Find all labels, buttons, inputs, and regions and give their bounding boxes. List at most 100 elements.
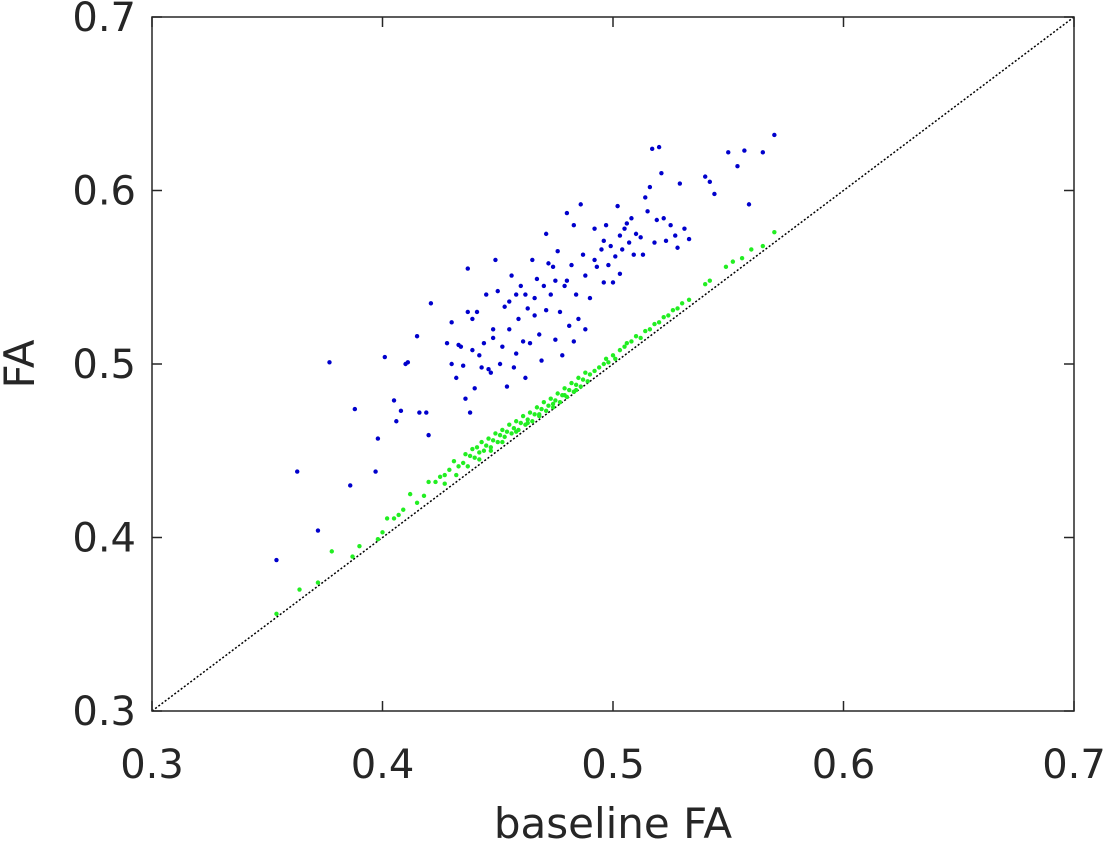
- data-point: [421, 493, 427, 499]
- data-point: [467, 410, 473, 415]
- data-point: [500, 439, 505, 445]
- y-tick-label: 0.7: [72, 0, 136, 41]
- data-point: [640, 252, 646, 257]
- data-point: [562, 386, 567, 391]
- data-point: [726, 150, 731, 155]
- data-point: [444, 340, 450, 346]
- data-point: [447, 467, 452, 473]
- data-point: [610, 280, 616, 285]
- data-point: [553, 337, 558, 342]
- data-point: [488, 448, 494, 453]
- data-point: [532, 313, 537, 318]
- data-point: [373, 469, 378, 474]
- data-point: [583, 370, 588, 375]
- data-point: [472, 386, 477, 391]
- data-point: [557, 309, 563, 315]
- data-point: [647, 184, 653, 190]
- data-point: [541, 399, 547, 405]
- data-point: [638, 235, 643, 240]
- data-point: [493, 257, 498, 263]
- data-point: [675, 306, 680, 311]
- data-point: [772, 132, 777, 138]
- data-point: [564, 210, 570, 216]
- data-point: [707, 278, 713, 283]
- data-point: [608, 243, 613, 249]
- data-point: [495, 288, 500, 294]
- data-point: [735, 164, 740, 169]
- data-point: [610, 353, 616, 358]
- data-point: [486, 436, 491, 441]
- data-point: [633, 334, 639, 339]
- axis-ticks: [151, 16, 1075, 712]
- data-point: [479, 439, 484, 445]
- data-point: [525, 417, 530, 422]
- data-point: [380, 530, 385, 535]
- data-point: [553, 398, 558, 403]
- data-point: [433, 479, 438, 485]
- data-point: [465, 266, 470, 271]
- data-point: [661, 216, 666, 221]
- x-tick-label: 0.3: [120, 742, 184, 788]
- data-point: [467, 453, 473, 459]
- data-point: [583, 273, 588, 278]
- data-point: [495, 439, 500, 445]
- data-point: [507, 299, 512, 304]
- data-point: [583, 327, 588, 332]
- data-point: [274, 557, 279, 563]
- data-point: [437, 474, 443, 479]
- x-tick-label: 0.6: [812, 742, 876, 788]
- data-point: [643, 195, 648, 200]
- data-points: [274, 132, 777, 617]
- data-point: [703, 174, 708, 179]
- data-point: [578, 384, 583, 389]
- data-point: [569, 380, 574, 386]
- data-point: [460, 460, 466, 466]
- data-point: [723, 264, 729, 270]
- data-point: [622, 226, 627, 231]
- tick-labels: 0.3 0.4 0.5 0.6 0.7 0.3 0.4 0.5 0.6 0.7: [72, 0, 1105, 788]
- data-point: [543, 408, 549, 414]
- data-point: [513, 429, 519, 434]
- data-point: [490, 327, 496, 332]
- data-point: [297, 587, 302, 592]
- data-point: [649, 146, 655, 152]
- data-point: [560, 353, 565, 358]
- data-point: [675, 245, 680, 250]
- data-point: [645, 209, 650, 214]
- data-point: [513, 292, 519, 297]
- data-point: [573, 292, 579, 297]
- data-point: [518, 283, 523, 289]
- data-point: [562, 283, 567, 289]
- data-point: [606, 360, 611, 365]
- data-point: [486, 367, 491, 372]
- data-point: [553, 278, 558, 283]
- data-point: [479, 365, 484, 370]
- data-point: [663, 238, 669, 244]
- data-point: [523, 375, 528, 381]
- data-point: [384, 516, 390, 521]
- data-point: [511, 425, 517, 431]
- data-point: [357, 543, 362, 549]
- data-point: [449, 361, 454, 367]
- data-point: [569, 262, 574, 268]
- data-point: [490, 335, 496, 341]
- data-point: [350, 554, 355, 559]
- data-point: [532, 295, 537, 301]
- data-point: [548, 396, 553, 401]
- data-point: [532, 412, 537, 417]
- data-point: [463, 452, 468, 457]
- data-point: [573, 382, 579, 388]
- data-point: [567, 387, 572, 393]
- data-point: [707, 179, 713, 185]
- data-point: [599, 247, 604, 252]
- data-point: [513, 351, 519, 356]
- data-point: [617, 347, 623, 353]
- series-1: [274, 132, 777, 563]
- data-point: [488, 370, 494, 375]
- data-point: [550, 405, 556, 410]
- data-point: [555, 249, 560, 254]
- data-point: [626, 240, 632, 245]
- data-point: [375, 537, 381, 542]
- data-point: [518, 420, 523, 426]
- data-point: [656, 320, 662, 325]
